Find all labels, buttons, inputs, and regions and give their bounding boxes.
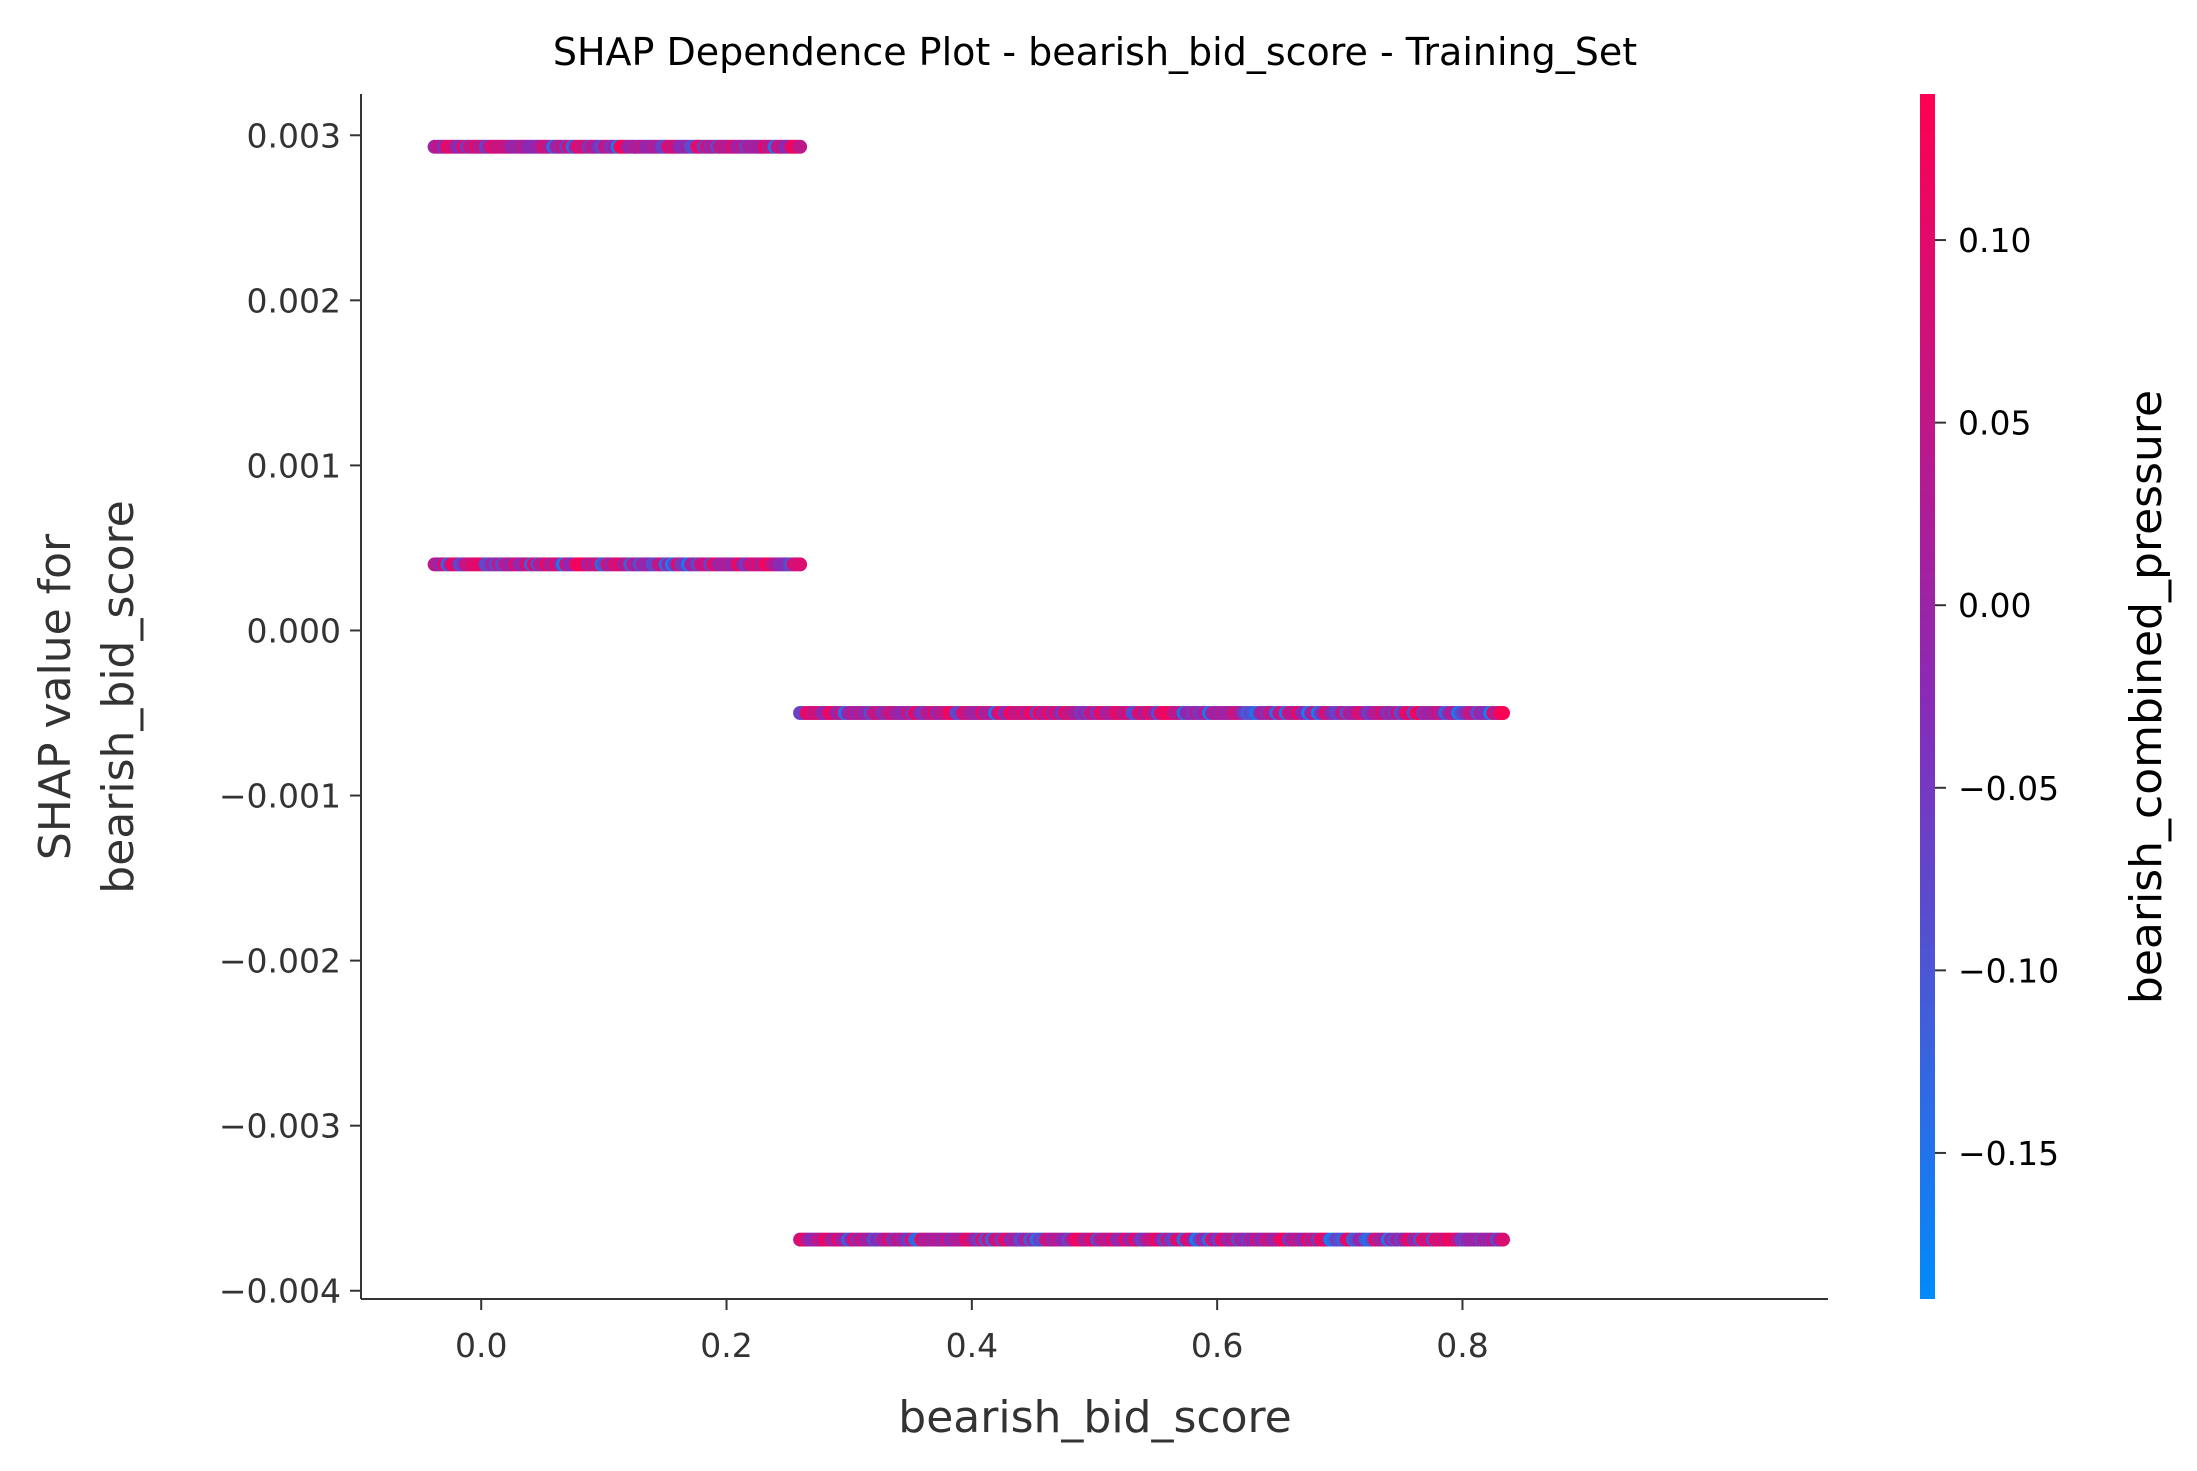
y-tick-label: −0.002 (219, 942, 341, 981)
scatter-point (1496, 1232, 1510, 1247)
colorbar-tick-label: 0.10 (1958, 221, 2031, 260)
scatter-point (793, 557, 808, 572)
colorbar-tick-label: 0.00 (1958, 586, 2031, 625)
y-tick-label: −0.001 (219, 777, 341, 816)
colorbar-ticks: 0.10 0.05 0.00 −0.05 −0.10 −0.15 (1935, 221, 2059, 1173)
chart-title: SHAP Dependence Plot - bearish_bid_score… (553, 30, 1637, 74)
y-tick-label: −0.004 (219, 1272, 341, 1311)
scatter-point (1496, 706, 1510, 720)
colorbar-tick-label: −0.10 (1958, 951, 2059, 990)
scatter-point (793, 139, 808, 154)
colorbar-label: bearish_combined_pressure (2121, 390, 2172, 1004)
scatter-points (427, 139, 1510, 1247)
y-tick-label: 0.001 (247, 446, 341, 485)
colorbar (1920, 94, 1935, 1299)
y-ticks: 0.003 0.002 0.001 0.000 −0.001 −0.002 −0.003 −0… (219, 116, 361, 1311)
x-tick-label: 0.0 (455, 1326, 507, 1365)
colorbar-tick-label: −0.05 (1958, 769, 2059, 808)
x-tick-label: 0.4 (946, 1326, 998, 1365)
y-axis-label-line-1: SHAP value for (30, 533, 81, 860)
x-ticks: 0.0 0.2 0.4 0.6 0.8 (455, 1299, 1489, 1365)
colorbar-tick-label: 0.05 (1958, 404, 2031, 443)
x-axis-label: bearish_bid_score (898, 1392, 1291, 1443)
y-tick-label: 0.000 (247, 611, 341, 650)
y-tick-label: −0.003 (219, 1107, 341, 1146)
x-tick-label: 0.8 (1436, 1326, 1488, 1365)
colorbar-tick-label: −0.15 (1958, 1134, 2059, 1173)
y-tick-label: 0.002 (247, 281, 341, 320)
y-tick-label: 0.003 (247, 116, 341, 155)
y-axis-label-line-2: bearish_bid_score (93, 500, 144, 893)
x-tick-label: 0.6 (1191, 1326, 1243, 1365)
x-tick-label: 0.2 (700, 1326, 752, 1365)
